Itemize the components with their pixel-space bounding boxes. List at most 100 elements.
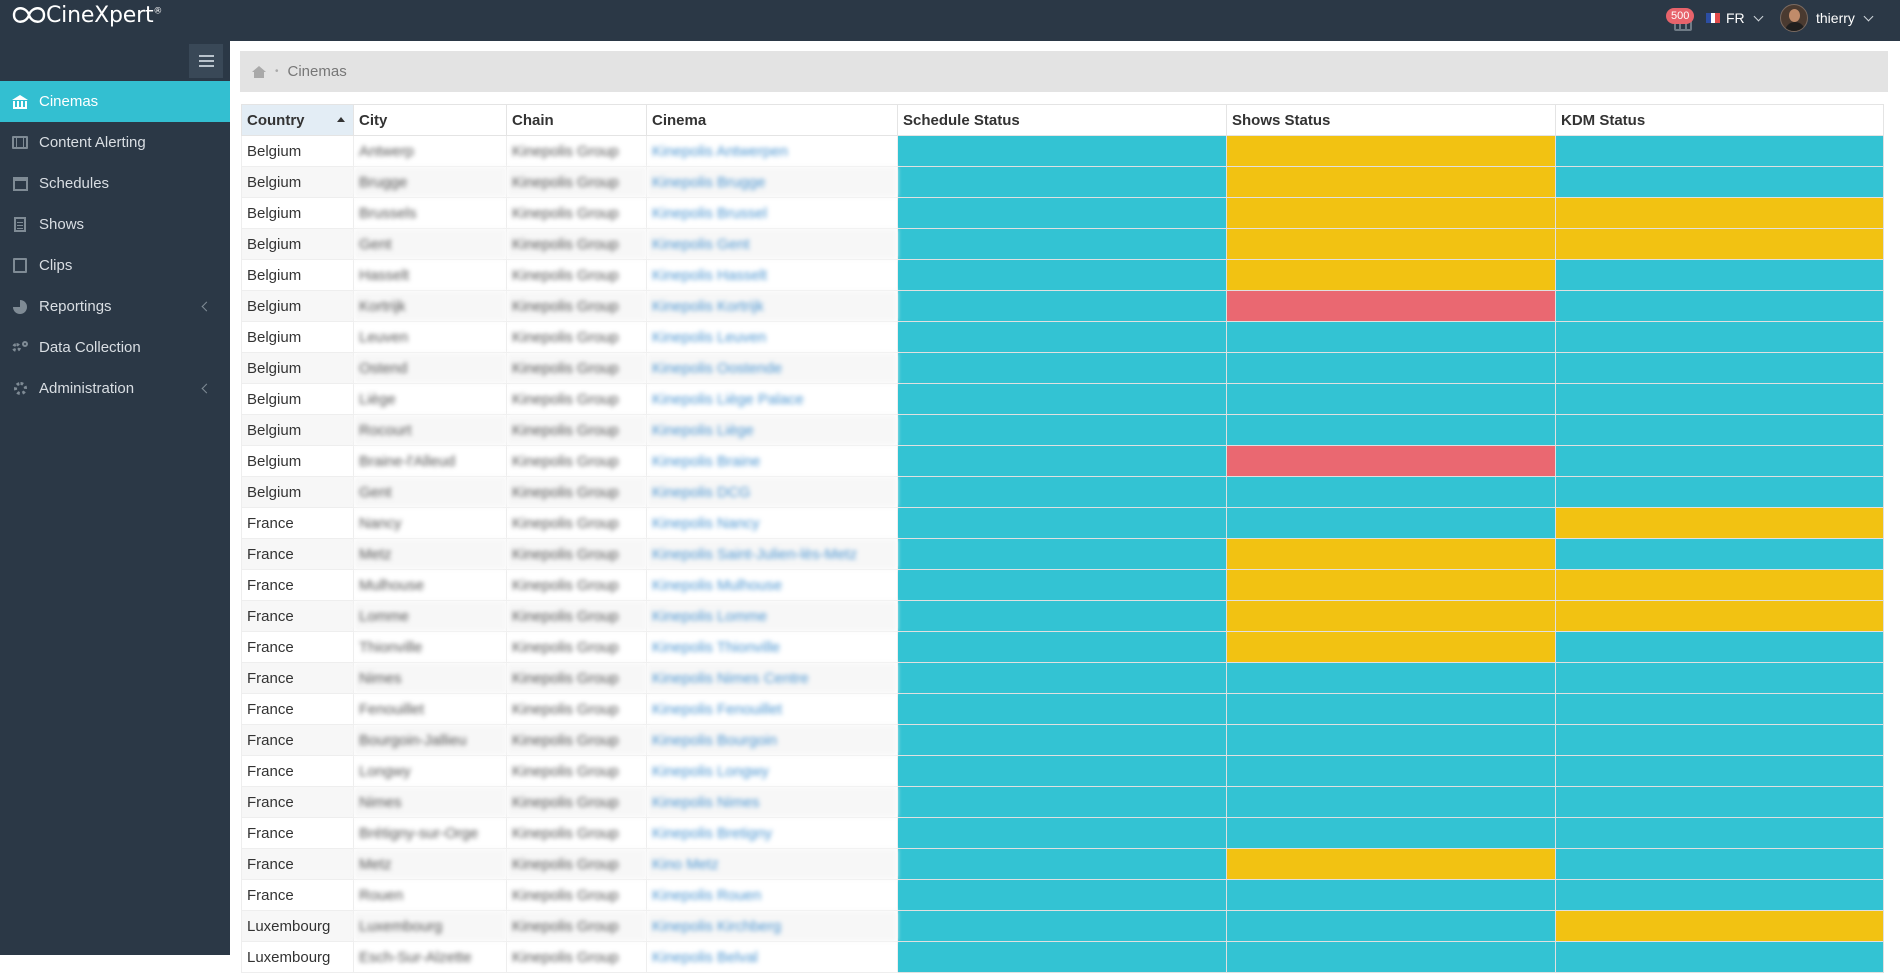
cinema-link[interactable]: Kinepolis Liège Palace [646,383,898,415]
kdm-status-cell[interactable] [1555,383,1884,415]
schedule-status-cell[interactable] [897,786,1227,818]
shows-status-cell[interactable] [1226,600,1556,632]
table-row[interactable]: Belgium Brugge Kinepolis Group Kinepolis Br… [241,166,1884,198]
sidebar-item-reportings[interactable]: Reportings [0,286,230,327]
cinema-link[interactable]: Kinepolis Saint-Julien-lès-Metz [646,538,898,570]
table-row[interactable]: France Fenouillet Kinepolis Group Kinepolis… [241,693,1884,725]
cinema-link[interactable]: Kinepolis Brugge [646,166,898,198]
schedule-status-cell[interactable] [897,879,1227,911]
schedule-status-cell[interactable] [897,724,1227,756]
shows-status-cell[interactable] [1226,693,1556,725]
column-header-schedule-status[interactable]: Schedule Status [897,104,1227,136]
table-row[interactable]: Luxembourg Luxembourg Kinepolis Group Kinep… [241,910,1884,942]
kdm-status-cell[interactable] [1555,879,1884,911]
table-row[interactable]: Belgium Gent Kinepolis Group Kinepolis Gent [241,228,1884,260]
column-header-shows-status[interactable]: Shows Status [1226,104,1556,136]
schedule-status-cell[interactable] [897,817,1227,849]
schedule-status-cell[interactable] [897,569,1227,601]
kdm-status-cell[interactable] [1555,631,1884,663]
table-row[interactable]: Belgium Antwerp Kinepolis Group Kinepolis A… [241,135,1884,167]
table-row[interactable]: France Longwy Kinepolis Group Kinepolis Lon… [241,755,1884,787]
table-row[interactable]: Belgium Hasselt Kinepolis Group Kinepolis H… [241,259,1884,291]
table-row[interactable]: France Lomme Kinepolis Group Kinepolis Lomm… [241,600,1884,632]
schedule-status-cell[interactable] [897,507,1227,539]
cinema-link[interactable]: Kinepolis Bourgoin [646,724,898,756]
schedule-status-cell[interactable] [897,197,1227,229]
kdm-status-cell[interactable] [1555,941,1884,973]
schedule-status-cell[interactable] [897,135,1227,167]
shows-status-cell[interactable] [1226,228,1556,260]
cinema-link[interactable]: Kinepolis Nimes Centre [646,662,898,694]
shows-status-cell[interactable] [1226,724,1556,756]
sidebar-item-schedules[interactable]: Schedules [0,163,230,204]
cinema-link[interactable]: Kinepolis Nimes [646,786,898,818]
column-header-kdm-status[interactable]: KDM Status [1555,104,1884,136]
schedule-status-cell[interactable] [897,166,1227,198]
sidebar-item-cinemas[interactable]: Cinemas [0,81,230,122]
sidebar-item-content-alerting[interactable]: Content Alerting [0,122,230,163]
schedule-status-cell[interactable] [897,693,1227,725]
kdm-status-cell[interactable] [1555,786,1884,818]
schedule-status-cell[interactable] [897,910,1227,942]
cinema-link[interactable]: Kinepolis Kirchberg [646,910,898,942]
schedule-status-cell[interactable] [897,290,1227,322]
cinema-link[interactable]: Kinepolis Rouen [646,879,898,911]
kdm-status-cell[interactable] [1555,445,1884,477]
cinema-link[interactable]: Kinepolis Mulhouse [646,569,898,601]
kdm-status-cell[interactable] [1555,476,1884,508]
column-header-chain[interactable]: Chain [506,104,647,136]
table-row[interactable]: Belgium Leuven Kinepolis Group Kinepolis Le… [241,321,1884,353]
kdm-status-cell[interactable] [1555,693,1884,725]
table-row[interactable]: France Metz Kinepolis Group Kino Metz [241,848,1884,880]
kdm-status-cell[interactable] [1555,569,1884,601]
shows-status-cell[interactable] [1226,476,1556,508]
schedule-status-cell[interactable] [897,445,1227,477]
sidebar-item-clips[interactable]: Clips [0,245,230,286]
shows-status-cell[interactable] [1226,848,1556,880]
cinema-link[interactable]: Kinepolis Antwerpen [646,135,898,167]
kdm-status-cell[interactable] [1555,197,1884,229]
kdm-status-cell[interactable] [1555,290,1884,322]
table-row[interactable]: Belgium Ostend Kinepolis Group Kinepolis Oo… [241,352,1884,384]
table-row[interactable]: France Brétigny-sur-Orge Kinepolis Group Ki… [241,817,1884,849]
app-logo[interactable]: CineXpert® [10,2,162,28]
language-selector[interactable]: FR [1706,9,1764,27]
cinema-link[interactable]: Kino Metz [646,848,898,880]
kdm-status-cell[interactable] [1555,600,1884,632]
kdm-status-cell[interactable] [1555,352,1884,384]
schedule-status-cell[interactable] [897,228,1227,260]
kdm-status-cell[interactable] [1555,848,1884,880]
cinema-link[interactable]: Kinepolis Lomme [646,600,898,632]
schedule-status-cell[interactable] [897,848,1227,880]
schedule-status-cell[interactable] [897,631,1227,663]
kdm-status-cell[interactable] [1555,538,1884,570]
cinema-link[interactable]: Kinepolis Nancy [646,507,898,539]
table-row[interactable]: France Nimes Kinepolis Group Kinepolis Nime… [241,786,1884,818]
shows-status-cell[interactable] [1226,166,1556,198]
table-row[interactable]: Belgium Gent Kinepolis Group Kinepolis DCG [241,476,1884,508]
schedule-status-cell[interactable] [897,755,1227,787]
shows-status-cell[interactable] [1226,197,1556,229]
shows-status-cell[interactable] [1226,321,1556,353]
table-row[interactable]: Belgium Liège Kinepolis Group Kinepolis Liè… [241,383,1884,415]
table-row[interactable]: Belgium Rocourt Kinepolis Group Kinepolis L… [241,414,1884,446]
kdm-status-cell[interactable] [1555,910,1884,942]
table-row[interactable]: Luxembourg Esch-Sur-Alzette Kinepolis Grou… [241,941,1884,973]
cinema-link[interactable]: Kinepolis Oostende [646,352,898,384]
shows-status-cell[interactable] [1226,910,1556,942]
user-menu[interactable]: thierry [1780,3,1874,33]
kdm-status-cell[interactable] [1555,414,1884,446]
shows-status-cell[interactable] [1226,414,1556,446]
schedule-status-cell[interactable] [897,259,1227,291]
cinema-link[interactable]: Kinepolis Brussel [646,197,898,229]
table-row[interactable]: France Nimes Kinepolis Group Kinepolis Nime… [241,662,1884,694]
kdm-status-cell[interactable] [1555,755,1884,787]
schedule-status-cell[interactable] [897,941,1227,973]
column-header-cinema[interactable]: Cinema [646,104,898,136]
kdm-status-cell[interactable] [1555,259,1884,291]
home-icon[interactable] [252,65,266,78]
schedule-status-cell[interactable] [897,538,1227,570]
cinema-link[interactable]: Kinepolis Thionville [646,631,898,663]
shows-status-cell[interactable] [1226,817,1556,849]
shows-status-cell[interactable] [1226,135,1556,167]
